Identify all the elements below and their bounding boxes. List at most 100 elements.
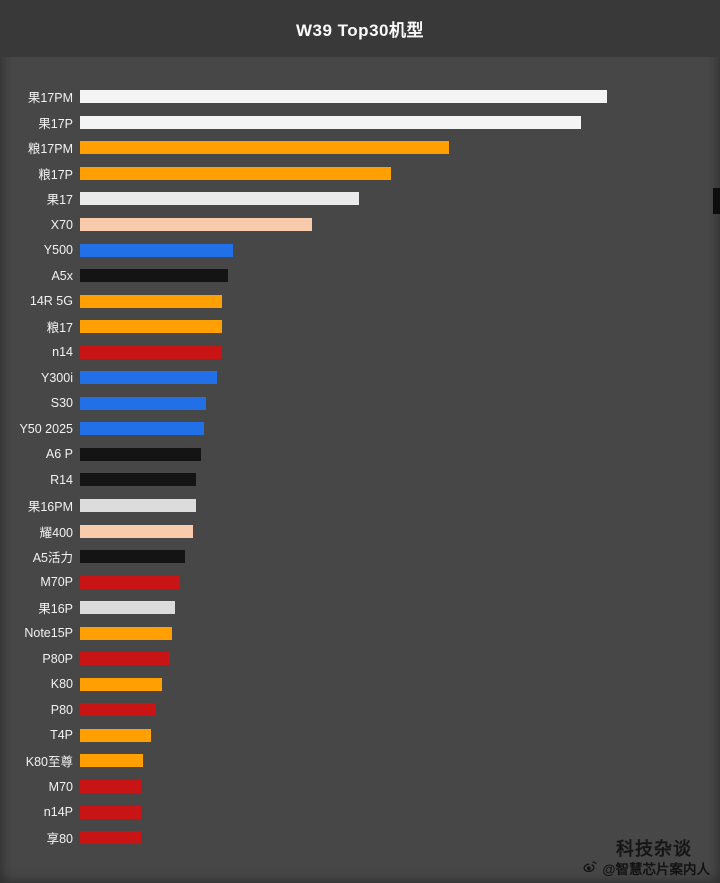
bar-track <box>80 728 607 742</box>
chart-row: P80 <box>0 697 720 723</box>
bar-track <box>80 499 607 513</box>
bar-chart: 果17PM 果17P 粮17PM 粮17P 果17 X70 Y500 A5x 14R 5G 粮17… <box>0 84 720 850</box>
category-label: 果17 <box>46 193 73 208</box>
bar-A6 P <box>80 447 202 461</box>
bar-n14P <box>80 805 141 819</box>
bar-track <box>80 601 607 615</box>
bar-M70 <box>80 780 141 794</box>
category-label: 粮17 <box>46 321 73 336</box>
bar-track <box>80 754 607 768</box>
category-label: Note15P <box>24 626 73 641</box>
chart-row: M70 <box>0 774 720 800</box>
bar-享80 <box>80 831 141 845</box>
chart-header: W39 Top30机型 <box>0 0 720 57</box>
category-label: 果17P <box>38 116 73 131</box>
bar-track <box>80 141 607 155</box>
category-label: P80 <box>50 702 73 717</box>
chart-row: 享80 <box>0 825 720 851</box>
bar-果17 <box>80 192 360 206</box>
chart-row: A5活力 <box>0 544 720 570</box>
bar-Y500 <box>80 243 233 257</box>
bar-track <box>80 652 607 666</box>
category-label: S30 <box>50 396 73 411</box>
watermark-brand: 科技杂谈 <box>616 839 692 859</box>
category-label: 果16P <box>38 602 73 617</box>
bar-X70 <box>80 218 312 231</box>
chart-row: 果17PM <box>0 84 720 110</box>
chart-row: S30 <box>0 391 720 417</box>
bar-track <box>80 703 607 717</box>
bar-track <box>80 192 607 206</box>
bar-track <box>80 243 607 257</box>
chart-row: M70P <box>0 569 720 595</box>
chart-row: A6 P <box>0 442 720 468</box>
bar-K80至尊 <box>80 754 144 768</box>
bar-R14 <box>80 473 196 487</box>
bar-track <box>80 294 607 308</box>
chart-row: 粮17 <box>0 314 720 340</box>
bar-耀400 <box>80 524 194 538</box>
bar-track <box>80 396 607 410</box>
chart-row: n14 <box>0 339 720 365</box>
chart-row: 果16P <box>0 595 720 621</box>
bar-14R 5G <box>80 294 223 308</box>
watermark: @智慧芯片案内人 <box>582 858 710 878</box>
weibo-icon <box>582 860 598 877</box>
bar-粮17P <box>80 166 391 180</box>
bar-n14 <box>80 345 223 359</box>
chart-row: 粮17PM <box>0 135 720 161</box>
chart-row: P80P <box>0 646 720 672</box>
category-label: K80 <box>50 677 73 692</box>
chart-row: n14P <box>0 799 720 825</box>
chart-row: 耀400 <box>0 518 720 544</box>
category-label: M70P <box>40 575 73 590</box>
chart-row: 粮17P <box>0 161 720 187</box>
category-label: 粮17P <box>38 167 73 182</box>
category-label: M70 <box>48 779 73 794</box>
bar-track <box>80 473 607 487</box>
category-label: n14 <box>52 345 73 360</box>
category-label: n14P <box>43 805 73 820</box>
category-label: T4P <box>50 728 73 743</box>
category-label: X70 <box>50 217 73 232</box>
chart-row: Note15P <box>0 620 720 646</box>
bar-粮17 <box>80 320 223 334</box>
bar-S30 <box>80 396 207 410</box>
bar-A5活力 <box>80 550 186 564</box>
bar-T4P <box>80 728 152 742</box>
bar-track <box>80 345 607 359</box>
bar-果17P <box>80 115 581 129</box>
bar-track <box>80 422 607 436</box>
category-label: A6 P <box>45 447 73 462</box>
bar-果16PM <box>80 499 196 513</box>
category-label: Y300i <box>41 370 73 385</box>
chart-row: T4P <box>0 723 720 749</box>
category-label: 粮17PM <box>27 142 73 157</box>
category-label: A5活力 <box>32 551 73 566</box>
right-edge-marker <box>713 188 720 214</box>
chart-row: X70 <box>0 212 720 238</box>
chart-title: W39 Top30机型 <box>296 21 424 40</box>
bar-track <box>80 524 607 538</box>
bar-track <box>80 166 607 180</box>
watermark-handle: @智慧芯片案内人 <box>602 862 710 877</box>
bar-Y300i <box>80 371 218 385</box>
chart-row: Y500 <box>0 237 720 263</box>
bar-A5x <box>80 269 228 283</box>
bar-track <box>80 218 607 231</box>
bar-track <box>80 371 607 385</box>
chart-row: 果16PM <box>0 493 720 519</box>
category-label: Y500 <box>43 243 73 258</box>
chart-row: K80 <box>0 672 720 698</box>
bar-果16P <box>80 601 175 615</box>
chart-row: R14 <box>0 467 720 493</box>
bar-track <box>80 447 607 461</box>
chart-row: 果17 <box>0 186 720 212</box>
category-label: 享80 <box>46 832 73 847</box>
bar-粮17PM <box>80 141 449 155</box>
bar-track <box>80 805 607 819</box>
category-label: P80P <box>42 651 73 666</box>
bar-P80P <box>80 652 170 666</box>
category-label: 果17PM <box>27 91 73 106</box>
